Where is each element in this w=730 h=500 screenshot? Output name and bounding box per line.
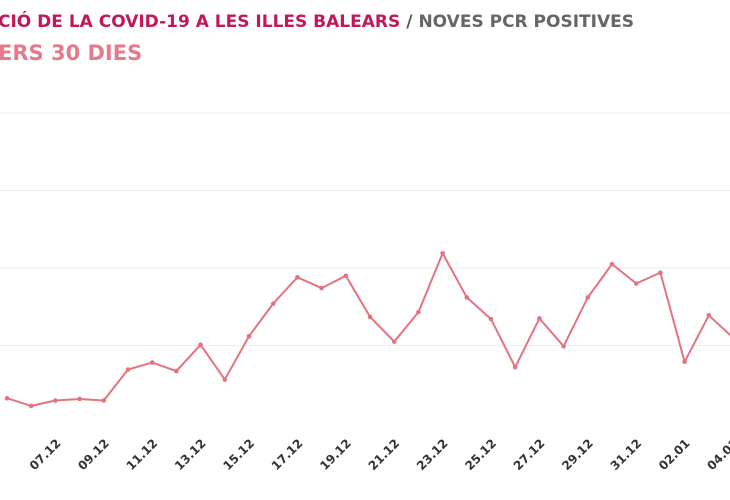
data-point (512, 364, 518, 370)
data-point (561, 343, 566, 349)
x-tick-label: 31.12 (608, 436, 645, 473)
data-point (585, 295, 591, 300)
data-point (682, 359, 687, 365)
data-point (537, 316, 542, 321)
data-point (319, 285, 324, 291)
x-tick-label: 23.12 (414, 436, 451, 473)
data-point (416, 309, 421, 315)
data-point (4, 395, 10, 401)
series-line (6, 252, 730, 407)
x-tick-label: 27.12 (511, 436, 548, 473)
data-point (440, 250, 445, 256)
data-point (464, 295, 470, 300)
data-point (222, 377, 228, 382)
data-point (246, 333, 252, 339)
series-group (4, 250, 730, 409)
gridlines (0, 112, 730, 346)
data-point (367, 314, 373, 320)
x-tick-label: 11.12 (124, 436, 161, 473)
data-point (488, 316, 494, 322)
chart-title-main: CIÓ DE LA COVID-19 A LES ILLES BALEARS (0, 10, 400, 32)
chart-title-sub: NOVES PCR POSITIVES (418, 12, 634, 32)
x-tick-label: 17.12 (269, 436, 306, 473)
chart-title-separator: / (406, 12, 413, 32)
x-tick-label: 29.12 (559, 436, 596, 473)
data-point (270, 301, 276, 306)
data-point (149, 360, 155, 365)
data-point (101, 398, 107, 403)
x-tick-label: 25.12 (462, 436, 499, 473)
data-point (174, 368, 179, 374)
data-point (28, 403, 34, 409)
x-tick-label: 15.12 (220, 436, 257, 473)
x-tick-label: 02.01 (656, 436, 693, 473)
chart-subtitle: ERS 30 DIES (0, 41, 142, 65)
data-point (633, 281, 639, 286)
x-tick-label: 19.12 (317, 436, 354, 473)
x-tick-label: 21.12 (366, 436, 403, 473)
chart-title: CIÓ DE LA COVID-19 A LES ILLES BALEARS / N… (0, 10, 634, 32)
data-point (609, 261, 615, 267)
data-point (125, 367, 131, 372)
data-point (343, 273, 349, 279)
data-point (198, 342, 203, 348)
x-tick-label: 07.12 (27, 436, 64, 473)
data-point (706, 312, 712, 318)
data-point (53, 398, 58, 403)
x-axis-tick-labels: 07.12 09.12 11.12 13.12 15.12 17.12 19.12 21.12… (27, 436, 730, 473)
x-tick-label: 09.12 (75, 436, 112, 473)
data-point (77, 396, 82, 402)
data-point (295, 275, 300, 280)
x-tick-label: 13.12 (172, 436, 209, 473)
data-point (391, 339, 397, 344)
data-point (658, 270, 663, 275)
x-tick-label: 04.01 (704, 436, 730, 473)
